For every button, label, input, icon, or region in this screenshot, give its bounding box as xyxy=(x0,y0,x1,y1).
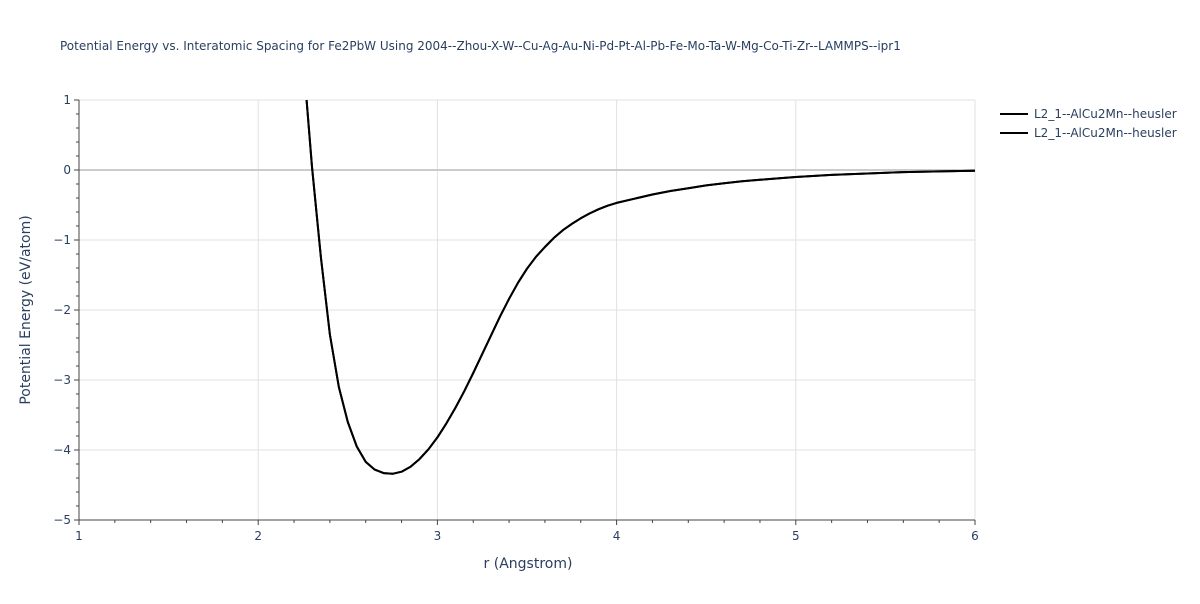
x-tick-label: 6 xyxy=(971,529,979,543)
y-tick-label: −4 xyxy=(53,443,71,457)
y-axis-label: Potential Energy (eV/atom) xyxy=(18,215,34,404)
y-tick-label: −2 xyxy=(53,303,71,317)
legend-item-2[interactable]: L2_1--AlCu2Mn--heusler xyxy=(1000,126,1177,140)
legend-label: L2_1--AlCu2Mn--heusler xyxy=(1034,126,1177,140)
x-axis-label: r (Angstrom) xyxy=(484,556,573,572)
y-tick-label: −5 xyxy=(53,513,71,527)
y-tick-label: −3 xyxy=(53,373,71,387)
series-line-1 xyxy=(305,100,975,475)
x-tick-label: 2 xyxy=(254,529,262,543)
legend-label: L2_1--AlCu2Mn--heusler xyxy=(1034,107,1177,121)
legend[interactable]: L2_1--AlCu2Mn--heusler L2_1--AlCu2Mn--heu… xyxy=(1000,107,1177,140)
grid xyxy=(79,99,976,520)
x-tick-label: 4 xyxy=(613,529,621,543)
x-tick-label: 1 xyxy=(75,529,83,543)
chart-title: Potential Energy vs. Interatomic Spacing… xyxy=(60,39,901,53)
x-tick-label: 3 xyxy=(434,529,442,543)
series-line-2 xyxy=(305,100,975,475)
x-tick-label: 5 xyxy=(792,529,800,543)
y-tick-label: 1 xyxy=(63,93,71,107)
y-tick-label: −1 xyxy=(53,233,71,247)
legend-item-1[interactable]: L2_1--AlCu2Mn--heusler xyxy=(1000,107,1177,121)
y-tick-label: 0 xyxy=(63,163,71,177)
series-layer xyxy=(305,100,975,475)
axes: 1 2 3 4 5 6 1 0 −1 −2 −3 −4 −5 xyxy=(53,93,979,543)
